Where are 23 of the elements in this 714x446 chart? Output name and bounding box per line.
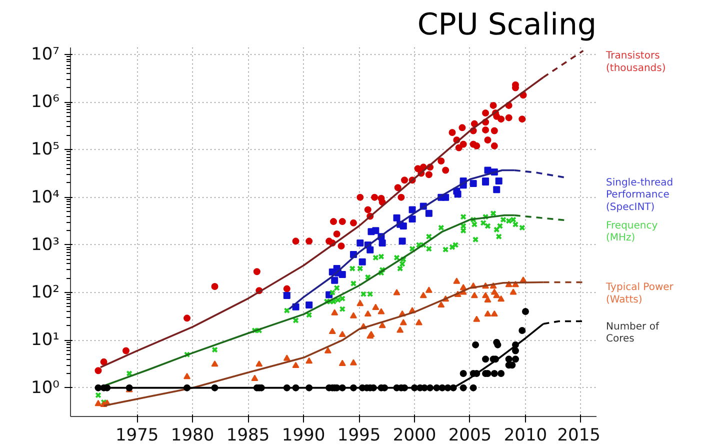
- x-tick-label: 2015: [557, 426, 600, 446]
- text: Transistors (thousands): [605, 50, 666, 74]
- text: Number of Cores: [606, 321, 660, 344]
- text: Frequency (MHz): [606, 220, 658, 244]
- x-tick-label: 1985: [226, 426, 270, 446]
- chart-title: CPU Scaling: [417, 8, 597, 42]
- x-tick-label: 2010: [504, 426, 548, 446]
- x-tick-label: 1980: [170, 426, 214, 446]
- y-tick-label: 10³: [31, 234, 60, 255]
- y-tick-label: 10⁶: [31, 92, 60, 112]
- y-tick-label: 10⁵: [31, 140, 60, 160]
- y-tick-label: 10⁴: [31, 187, 60, 208]
- x-tick-label: 1990: [282, 426, 326, 446]
- y-tick-label: 10⁷: [31, 44, 60, 64]
- x-tick-label: 2005: [448, 426, 492, 446]
- y-tick-label: 10⁰: [31, 378, 60, 398]
- y-tick-label: 10²: [31, 282, 60, 303]
- x-tick-label: 1975: [115, 426, 159, 446]
- y-tick-label: 10¹: [31, 330, 60, 350]
- text: Typical Power (Watts): [605, 282, 674, 306]
- x-tick-label: 2000: [392, 426, 436, 446]
- x-tick-label: 1995: [337, 426, 381, 446]
- text: Single-thread Performance (SpecINT): [606, 178, 674, 213]
